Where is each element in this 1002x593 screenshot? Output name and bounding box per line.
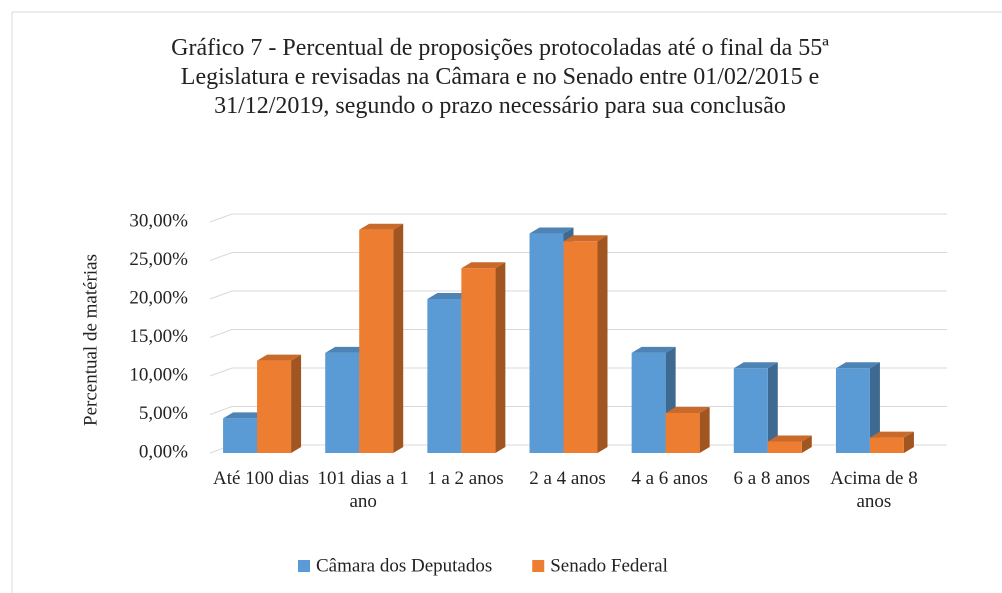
- legend-label: Câmara dos Deputados: [316, 555, 492, 576]
- bar: [359, 223, 404, 453]
- bar-top: [223, 412, 268, 419]
- bar-front: [359, 229, 394, 453]
- y-tick-label: 10,00%: [129, 364, 188, 385]
- bar-front: [835, 368, 870, 453]
- bar-side: [767, 362, 778, 453]
- bar-top: [665, 406, 710, 413]
- chart-title: Gráfico 7 - Percentual de proposições pr…: [171, 35, 829, 119]
- bar-front: [665, 412, 700, 453]
- bar-top: [529, 227, 574, 234]
- y-tick-label: 25,00%: [129, 249, 188, 270]
- legend-swatch: [298, 560, 310, 572]
- bar-side: [699, 406, 710, 453]
- bar-side: [869, 362, 880, 453]
- x-tick-label: Acima de 8 anos: [830, 468, 918, 512]
- chart-frame: [11, 11, 1002, 593]
- bar-top: [835, 362, 880, 369]
- y-tick-label: 15,00%: [129, 326, 188, 347]
- grid-line: [209, 213, 947, 223]
- bar-front: [631, 352, 666, 453]
- bar-front: [767, 441, 802, 453]
- legend-label: Senado Federal: [550, 555, 668, 576]
- bar-front: [733, 368, 768, 453]
- bar-side: [495, 262, 506, 453]
- x-tick-label: 2 a 4 anos: [529, 468, 606, 489]
- bar: [257, 354, 302, 453]
- grid-line: [209, 252, 947, 261]
- bar-top: [325, 346, 370, 353]
- bar-side: [903, 431, 914, 453]
- y-tick-label: 0,00%: [139, 441, 188, 462]
- bar-front: [529, 233, 564, 453]
- y-tick-label: 30,00%: [129, 210, 188, 231]
- bar-front: [461, 268, 496, 453]
- bar-front: [325, 352, 360, 453]
- bar-top: [733, 362, 778, 369]
- bar-top: [563, 235, 608, 242]
- y-tick-label: 5,00%: [139, 403, 188, 424]
- bar: [461, 262, 506, 453]
- x-tick-label: 1 a 2 anos: [427, 468, 504, 489]
- bar-front: [427, 299, 462, 453]
- y-tick-label: 20,00%: [129, 287, 188, 308]
- bar: [563, 235, 608, 453]
- bar-top: [631, 346, 676, 353]
- bar-side: [801, 435, 812, 453]
- y-axis-label: Percentual de matérias: [80, 254, 101, 426]
- bar: [665, 406, 710, 453]
- bar-side: [291, 354, 302, 453]
- bar: [835, 362, 880, 453]
- bar: [869, 431, 914, 453]
- grid-line: [209, 290, 947, 300]
- x-tick-label: Até 100 dias: [213, 468, 310, 489]
- bar-side: [597, 235, 608, 453]
- grid-line: [209, 406, 947, 415]
- bar-front: [223, 418, 258, 453]
- bar: [733, 362, 778, 453]
- legend-swatch: [532, 560, 545, 572]
- bar: [767, 435, 812, 453]
- grid-line: [209, 367, 947, 377]
- bar-top: [359, 223, 404, 230]
- bar-front: [563, 241, 598, 453]
- bar-top: [257, 354, 302, 361]
- x-tick-label: 101 dias a 1 ano: [317, 468, 409, 512]
- bar-front: [869, 437, 904, 453]
- bar-top: [427, 293, 472, 299]
- grid-line: [209, 329, 947, 338]
- bar-top: [869, 431, 914, 438]
- bar-top: [767, 435, 812, 442]
- x-tick-label: 6 a 8 anos: [733, 468, 811, 489]
- bar-side: [393, 223, 404, 453]
- x-tick-label: 4 a 6 anos: [631, 468, 708, 489]
- bar-top: [461, 262, 506, 269]
- bar-front: [257, 360, 292, 453]
